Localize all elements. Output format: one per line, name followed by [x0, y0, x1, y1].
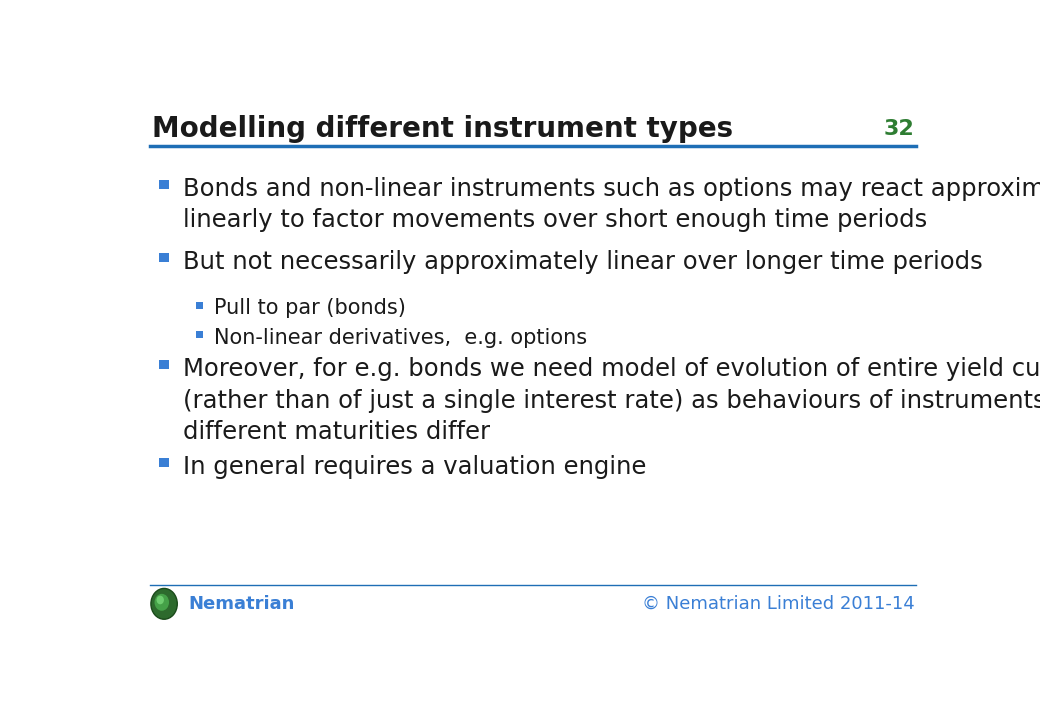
Bar [159, 253, 168, 262]
Ellipse shape [151, 588, 177, 619]
Bar [159, 180, 168, 189]
Text: Modelling different instrument types: Modelling different instrument types [152, 114, 733, 143]
Text: Moreover, for e.g. bonds we need model of evolution of entire yield curve
(rathe: Moreover, for e.g. bonds we need model o… [183, 357, 1040, 444]
Text: 32: 32 [884, 119, 914, 139]
Text: Non-linear derivatives,  e.g. options: Non-linear derivatives, e.g. options [213, 328, 587, 348]
Text: Bonds and non-linear instruments such as options may react approximately
linearl: Bonds and non-linear instruments such as… [183, 177, 1040, 233]
Bar [159, 458, 168, 467]
Text: Nematrian: Nematrian [188, 595, 294, 613]
Bar [196, 331, 203, 338]
Text: © Nematrian Limited 2011-14: © Nematrian Limited 2011-14 [642, 595, 914, 613]
Bar [196, 302, 203, 309]
Text: In general requires a valuation engine: In general requires a valuation engine [183, 455, 646, 480]
Ellipse shape [157, 595, 164, 604]
Text: Pull to par (bonds): Pull to par (bonds) [213, 298, 406, 318]
Ellipse shape [155, 594, 170, 611]
Text: But not necessarily approximately linear over longer time periods: But not necessarily approximately linear… [183, 250, 983, 274]
Bar [159, 360, 168, 369]
